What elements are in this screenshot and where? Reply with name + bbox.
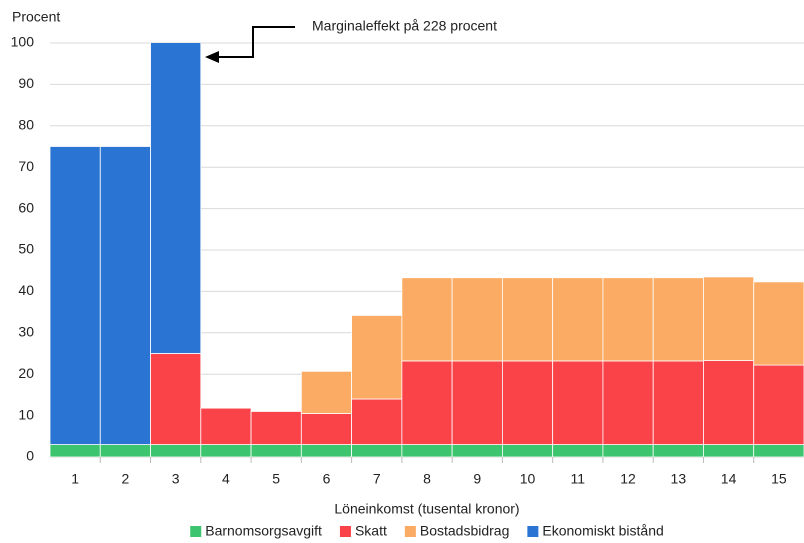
x-tick-label: 5: [272, 471, 280, 487]
bar-segment: [351, 444, 403, 457]
legend-label: Bostadsbidrag: [420, 523, 510, 539]
y-tick-label: 100: [11, 34, 35, 50]
bar-segment: [300, 444, 353, 457]
bar-segment: [552, 360, 604, 445]
bar-segment: [150, 444, 202, 457]
x-tick-label: 2: [122, 471, 130, 487]
bar-segment: [351, 315, 403, 400]
y-tick-label: 80: [18, 117, 34, 133]
x-axis-title: Löneinkomst (tusental kronor): [334, 501, 519, 517]
y-tick-label: 90: [18, 75, 34, 91]
bar-segment: [401, 444, 453, 457]
bar-segment: [300, 370, 353, 414]
bar-segment: [602, 444, 654, 457]
bar-segment: [150, 353, 202, 445]
bar-segment: [451, 360, 503, 445]
bar-segment: [501, 277, 554, 362]
y-tick-label: 40: [18, 282, 34, 298]
annotation-arrow: [215, 26, 295, 58]
x-tick-label: 15: [771, 471, 787, 487]
bar-segment: [652, 360, 704, 445]
bar-segment: [250, 444, 302, 457]
y-tick-label: 10: [18, 406, 34, 422]
legend-item: Skatt: [339, 523, 387, 539]
legend-swatch: [339, 526, 351, 537]
bar-segment: [753, 364, 804, 445]
x-tick-label: 8: [423, 471, 431, 487]
y-tick-label: 60: [18, 199, 34, 215]
y-axis-title: Procent: [12, 9, 60, 25]
x-tick-label: 13: [671, 471, 687, 487]
x-tick-label: 6: [323, 471, 331, 487]
bar-segment: [300, 413, 353, 445]
x-tick-label: 10: [520, 471, 536, 487]
x-tick-label: 4: [222, 471, 230, 487]
y-tick-label: 0: [26, 448, 34, 464]
annotation-text: Marginaleffekt på 228 procent: [312, 18, 497, 34]
bar-segment: [753, 281, 804, 366]
bar-segment: [401, 277, 453, 362]
arrow-head: [205, 51, 219, 63]
bar-segment: [501, 360, 554, 445]
legend-label: Ekonomiskt bistånd: [542, 523, 663, 539]
legend-swatch: [190, 526, 202, 537]
bar-segment: [451, 277, 503, 362]
bar-segment: [703, 360, 755, 445]
x-tick-label: 7: [373, 471, 381, 487]
bar-segment: [50, 146, 101, 445]
bar-segment: [602, 277, 654, 362]
bar-segment: [200, 407, 252, 445]
y-tick-label: 30: [18, 324, 34, 340]
bar-segment: [451, 444, 503, 457]
bar-segment: [552, 277, 604, 362]
bar-segment: [501, 444, 554, 457]
bar-segment: [703, 276, 755, 361]
bar-segment: [602, 360, 654, 445]
bar-segment: [753, 444, 804, 457]
bar-segment: [401, 360, 453, 445]
y-tick-label: 50: [18, 241, 34, 257]
x-tick-label: 11: [571, 471, 586, 487]
legend-label: Barnomsorgsavgift: [205, 523, 322, 539]
bar-segment: [50, 444, 101, 457]
legend-item: Ekonomiskt bistånd: [527, 523, 664, 539]
x-tick-label: 3: [172, 471, 180, 487]
legend-item: Bostadsbidrag: [404, 523, 510, 539]
bar-segment: [150, 43, 202, 354]
y-tick-label: 70: [18, 158, 34, 174]
annotation: Marginaleffekt på 228 procent: [205, 18, 497, 63]
bar-segment: [652, 277, 704, 362]
bar-segment: [652, 444, 704, 457]
x-tick-label: 1: [71, 471, 79, 487]
legend-label: Skatt: [355, 523, 387, 539]
x-tick-label: 14: [721, 471, 737, 487]
x-tick-label: 12: [620, 471, 636, 487]
bar-segment: [200, 444, 252, 457]
bar-segment: [250, 411, 302, 445]
legend-swatch: [527, 526, 539, 537]
y-tick-label: 20: [18, 365, 34, 381]
bar-segment: [703, 444, 755, 457]
bar-segment: [99, 444, 151, 457]
x-tick-label: 9: [473, 471, 481, 487]
legend-item: Barnomsorgsavgift: [190, 523, 322, 539]
bar-segment: [351, 398, 403, 445]
legend-swatch: [404, 526, 416, 537]
bar-segment: [99, 146, 151, 445]
bar-segment: [552, 444, 604, 457]
